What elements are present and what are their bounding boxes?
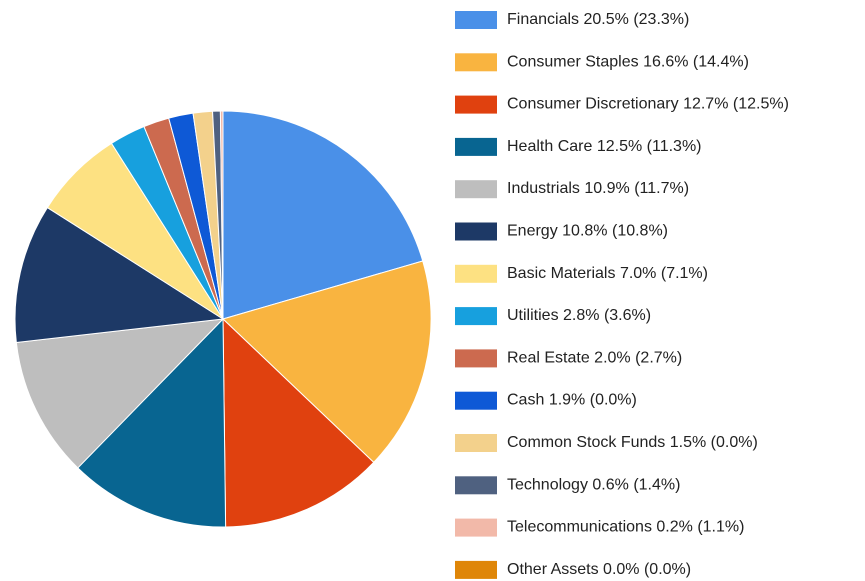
legend-swatch [455, 476, 497, 495]
legend-value-label: 2.8% [563, 307, 599, 324]
legend-label: Common Stock Funds 1.5% (0.0%) [507, 434, 758, 451]
legend-swatch [455, 11, 497, 29]
legend-swatch [455, 137, 497, 156]
legend-label: Consumer Staples 16.6% (14.4%) [507, 54, 749, 71]
legend-label: Health Care 12.5% (11.3%) [507, 138, 702, 155]
legend-label: Basic Materials 7.0% (7.1%) [507, 265, 708, 282]
legend-swatch [455, 434, 497, 452]
legend-category: Industrials [507, 180, 580, 197]
legend-value-label: 0.0% [603, 561, 639, 578]
legend-value-label: 2.0% [594, 350, 630, 367]
legend-secondary-label: (1.1%) [697, 519, 744, 536]
legend-swatch [455, 180, 497, 199]
legend-category: Consumer Staples [507, 54, 639, 71]
legend-secondary-label: (0.0%) [590, 392, 637, 409]
legend-secondary-label: (10.8%) [612, 223, 668, 240]
legend-value-label: 0.2% [656, 519, 692, 536]
legend-swatch [455, 560, 497, 579]
legend-label: Utilities 2.8% (3.6%) [507, 307, 651, 324]
legend-value-label: 1.9% [549, 392, 585, 409]
legend-category: Technology [507, 477, 588, 494]
legend-secondary-label: (0.0%) [644, 561, 691, 578]
legend-label: Other Assets 0.0% (0.0%) [507, 561, 691, 578]
pie-slice [15, 318, 225, 469]
legend-secondary-label: (0.0%) [711, 434, 758, 451]
legend-swatch [455, 518, 497, 537]
legend-value-label: 12.7% [683, 96, 728, 113]
legend-value-label: 10.9% [584, 180, 629, 197]
legend-category: Consumer Discretionary [507, 96, 679, 113]
legend-secondary-label: (1.4%) [633, 477, 680, 494]
legend-value-label: 12.5% [597, 138, 642, 155]
legend-label: Telecommunications 0.2% (1.1%) [507, 519, 744, 536]
legend-category: Common Stock Funds [507, 434, 665, 451]
legend-secondary-label: (23.3%) [633, 11, 689, 28]
legend-category: Financials [507, 11, 579, 28]
legend-value-label: 0.6% [592, 477, 628, 494]
legend-swatch [455, 95, 497, 114]
legend-label: Industrials 10.9% (11.7%) [507, 180, 689, 197]
legend-swatch [455, 307, 497, 326]
pie-slice [222, 110, 424, 320]
legend-secondary-label: (2.7%) [635, 350, 682, 367]
legend-swatch [455, 264, 497, 283]
legend-category: Health Care [507, 138, 592, 155]
legend-category: Telecommunications [507, 519, 652, 536]
legend-secondary-label: (11.3%) [647, 138, 702, 155]
legend-value-label: 7.0% [620, 265, 656, 282]
legend-category: Utilities [507, 307, 559, 324]
legend-value-label: 16.6% [643, 54, 688, 71]
legend-value-label: 20.5% [583, 11, 628, 28]
legend-value-label: 10.8% [562, 223, 607, 240]
legend-swatch [455, 391, 497, 410]
legend-label: Cash 1.9% (0.0%) [507, 392, 637, 409]
legend-secondary-label: (11.7%) [634, 180, 689, 197]
legend-label: Real Estate 2.0% (2.7%) [507, 350, 682, 367]
pie-slice [14, 206, 225, 344]
legend-value-label: 1.5% [670, 434, 706, 451]
legend-label: Energy 10.8% (10.8%) [507, 223, 668, 240]
legend-secondary-label: (7.1%) [661, 265, 708, 282]
legend-category: Energy [507, 223, 558, 240]
legend-category: Other Assets [507, 561, 599, 578]
legend-category: Basic Materials [507, 265, 615, 282]
legend-label: Consumer Discretionary 12.7% (12.5%) [507, 96, 789, 113]
legend-secondary-label: (14.4%) [693, 54, 749, 71]
legend-secondary-label: (12.5%) [733, 96, 789, 113]
legend-swatch [455, 349, 497, 368]
pie-slice [222, 260, 432, 464]
legend-category: Real Estate [507, 350, 590, 367]
legend-swatch [455, 53, 497, 72]
pie-slice [222, 317, 375, 528]
legend-label: Financials 20.5% (23.3%) [507, 11, 689, 28]
legend-category: Cash [507, 392, 544, 409]
legend-secondary-label: (3.6%) [604, 307, 651, 324]
legend-label: Technology 0.6% (1.4%) [507, 477, 680, 494]
legend-swatch [455, 222, 497, 241]
pie-slice [77, 317, 227, 528]
